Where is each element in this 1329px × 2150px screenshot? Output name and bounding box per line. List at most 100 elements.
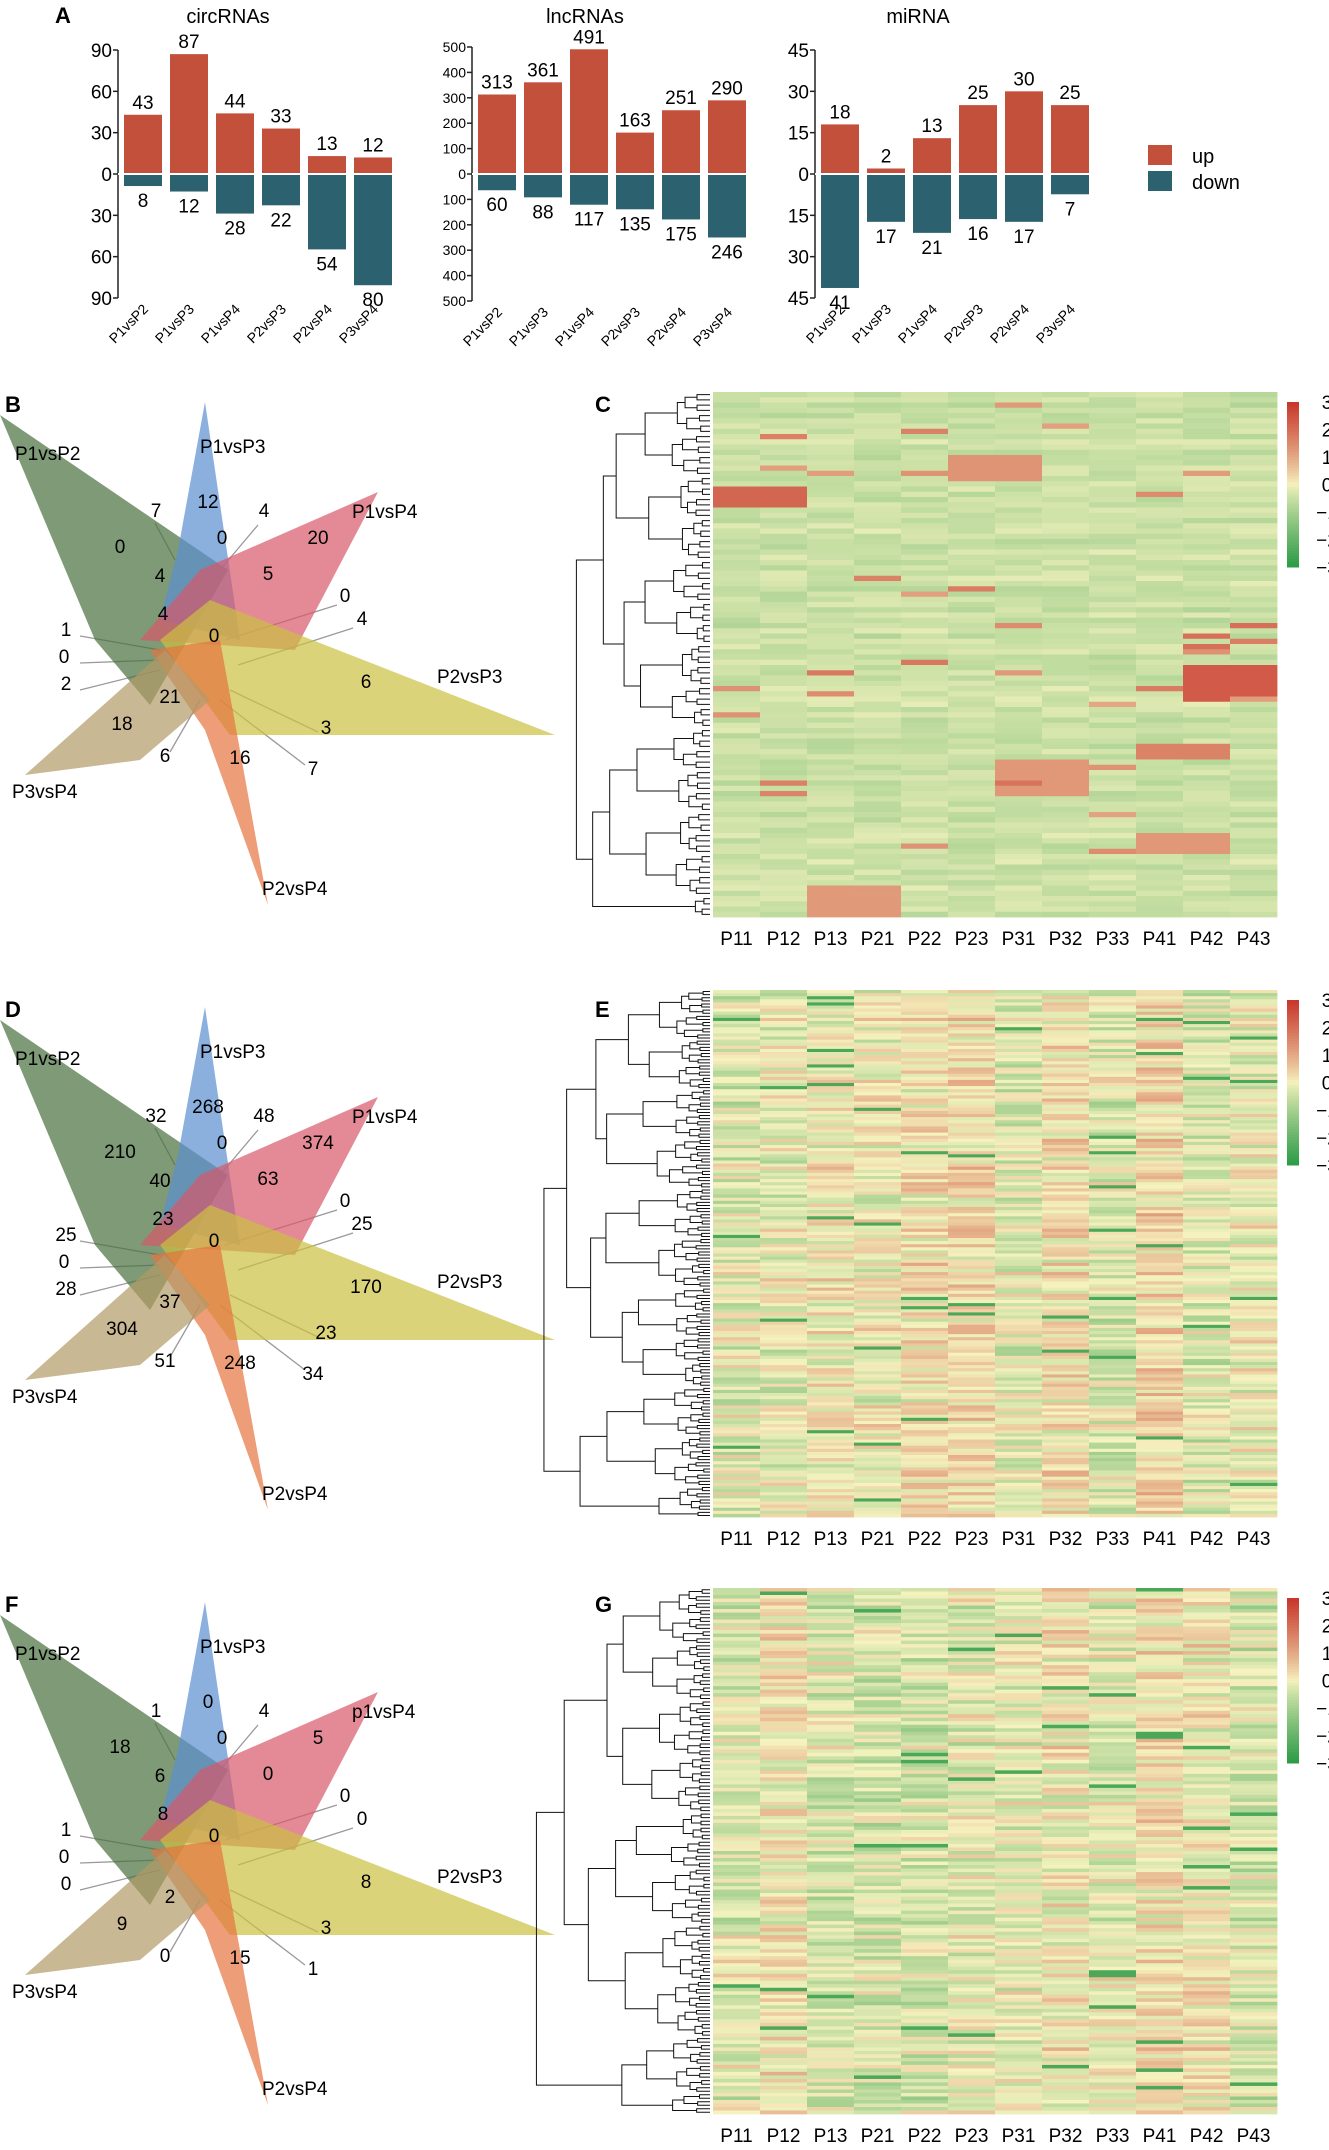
heatmap-cell (1136, 1752, 1184, 1757)
heatmap-cell (1089, 1854, 1137, 1859)
heatmap-cell (995, 628, 1043, 634)
heatmap-cell (1136, 523, 1184, 529)
heatmap-cell (901, 497, 949, 503)
venn-region-count: 0 (340, 586, 351, 607)
heatmap-cell (1136, 1476, 1184, 1481)
heatmap-cell (1230, 1126, 1278, 1130)
dendrogram-branch (698, 646, 710, 653)
heatmap-cell (854, 1784, 902, 1789)
heatmap-cell (760, 554, 808, 561)
heatmap-cell (760, 1318, 808, 1323)
y-tick-label: 200 (443, 217, 467, 233)
heatmap-cell (1230, 486, 1278, 493)
heatmap-cell (1136, 1693, 1184, 1698)
heatmap-cell (995, 1815, 1043, 1820)
heatmap-cell (713, 1637, 761, 1641)
dendrogram-branch (700, 1319, 710, 1324)
heatmap-cell (901, 1259, 949, 1264)
heatmap-cell (995, 1086, 1043, 1090)
heatmap-cell (995, 1822, 1043, 1827)
heatmap-cell (1042, 1145, 1090, 1149)
heatmap-cell (713, 455, 761, 461)
heatmap-cell (995, 869, 1043, 876)
heatmap-cell (854, 1588, 902, 1592)
heatmap-cell (760, 1135, 808, 1140)
heatmap-cell (995, 1602, 1043, 1606)
heatmap-cell (1136, 654, 1184, 661)
heatmap-cell (1183, 1430, 1231, 1434)
heatmap-cell (854, 1682, 902, 1687)
heatmap-cell (760, 1619, 808, 1624)
heatmap-cell (1042, 1061, 1090, 1065)
heatmap-cell (713, 1661, 761, 1666)
heatmap-cell (1089, 1238, 1137, 1242)
heatmap-cell (760, 1083, 808, 1087)
heatmap-cell (1089, 1829, 1137, 1834)
dendrogram-branch (697, 1276, 710, 1281)
heatmap-cell (1136, 1495, 1184, 1499)
heatmap-cell (948, 901, 996, 907)
heatmap-cell (713, 1216, 761, 1220)
heatmap-cell (901, 602, 949, 608)
heatmap-cell (1089, 1510, 1137, 1515)
heatmap-cell (760, 1843, 808, 1848)
dendrogram-branch (695, 1164, 710, 1169)
scale-swatch (1287, 1126, 1299, 1130)
heatmap-cell (948, 1296, 996, 1301)
heatmap-cell (1183, 428, 1231, 435)
heatmap-cell (948, 812, 996, 818)
heatmap-cell (948, 1160, 996, 1164)
heatmap-cell (854, 1439, 902, 1443)
heatmap-cell (1136, 1383, 1184, 1388)
heatmap-cell (1042, 497, 1090, 503)
heatmap-cell (995, 1507, 1043, 1512)
heatmap-cell (807, 1039, 855, 1044)
heatmap-cell (1136, 1349, 1184, 1354)
bar-up-P1vsP2 (478, 94, 516, 174)
heatmap-cell (760, 1141, 808, 1146)
heatmap-cell (948, 717, 996, 724)
heatmap-cell (1042, 675, 1090, 682)
heatmap-cell (1230, 1833, 1278, 1838)
heatmap-cell (713, 444, 761, 451)
heatmap-cell (854, 528, 902, 535)
heatmap-cell (1042, 444, 1090, 451)
heatmap-cell (1136, 1179, 1184, 1183)
heatmap-cell (807, 476, 855, 482)
heatmap-cell (760, 859, 808, 865)
heatmap-cell (1136, 1374, 1184, 1378)
heatmap-cell (1089, 1389, 1137, 1394)
heatmap-cell (760, 1658, 808, 1663)
heatmap-cell (713, 1030, 761, 1034)
heatmap-cell (901, 1247, 949, 1251)
scale-swatch (1287, 553, 1299, 557)
heatmap-cell (760, 1609, 808, 1613)
heatmap-cell (1042, 1098, 1090, 1102)
venn-region-count: 4 (155, 566, 166, 587)
heatmap-cell (1136, 565, 1184, 571)
heatmap-cell (760, 1668, 808, 1673)
heatmap-cell (1042, 1014, 1090, 1019)
heatmap-cell (1183, 1501, 1231, 1505)
heatmap-cell (948, 1420, 996, 1425)
heatmap-cell (995, 1668, 1043, 1673)
scale-tick-label: 2 (1322, 1019, 1329, 1040)
heatmap-cell (713, 1451, 761, 1456)
heatmap-cell (807, 1067, 855, 1071)
heatmap-cell (1089, 1129, 1137, 1133)
dendrogram-branch (689, 1042, 700, 1050)
heatmap-cell (1089, 1679, 1137, 1684)
heatmap-cell (854, 680, 902, 687)
heatmap-cell (1136, 1858, 1184, 1862)
heatmap-cell (807, 638, 855, 645)
heatmap-cell (995, 707, 1043, 713)
heatmap-cell (1230, 470, 1278, 477)
heatmap-cell (948, 1172, 996, 1177)
heatmap-cell (1042, 449, 1090, 456)
heatmap-cell (995, 1092, 1043, 1096)
heatmap-cell (1230, 1247, 1278, 1251)
heatmap-cell (901, 1808, 949, 1813)
heatmap-cell (807, 770, 855, 776)
scale-swatch (1287, 415, 1299, 419)
heatmap-cell (948, 796, 996, 802)
